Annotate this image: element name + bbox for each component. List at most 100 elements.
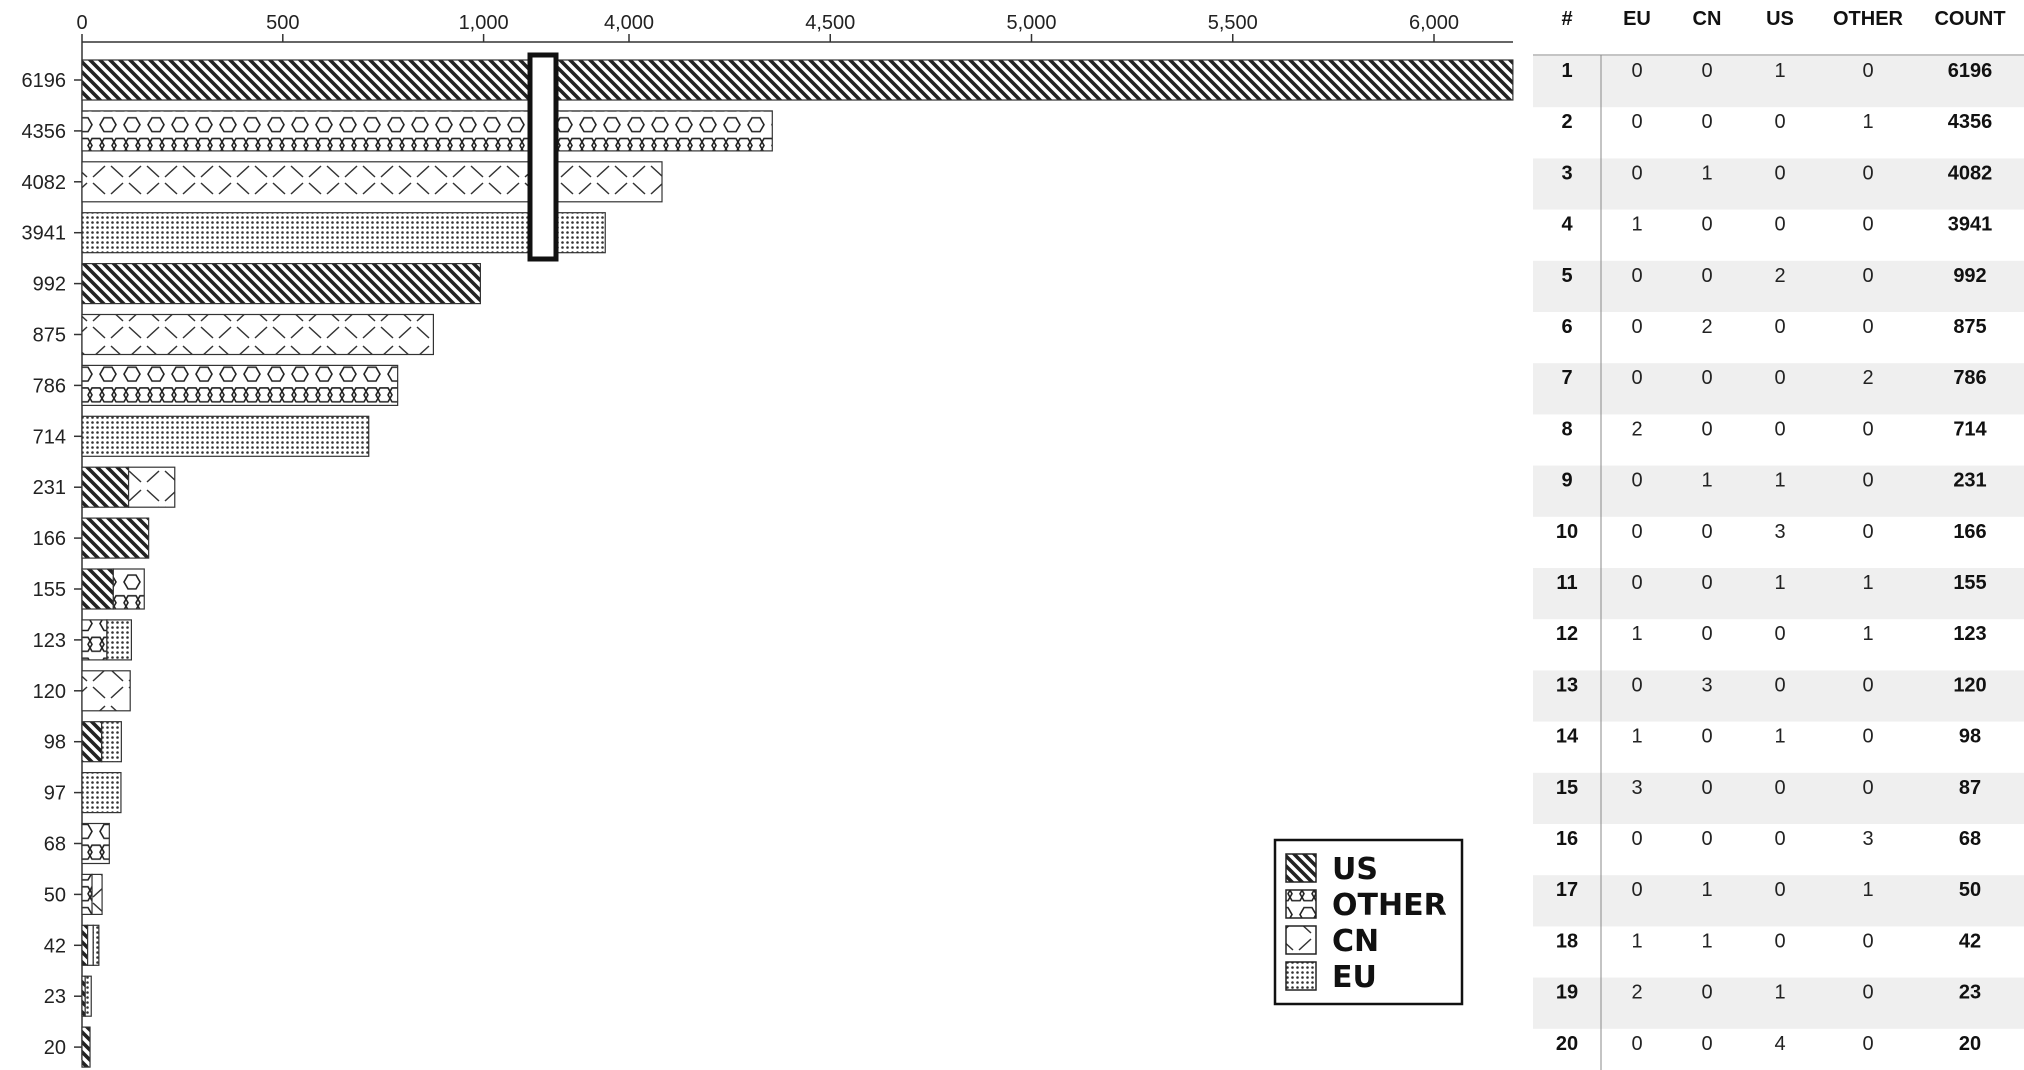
table-cell: 1: [1701, 470, 1712, 492]
table-cell: 0: [1774, 162, 1785, 184]
table-cell: 2: [1701, 316, 1712, 338]
table-cell: 1: [1774, 470, 1785, 492]
table-cell: 0: [1701, 1033, 1712, 1055]
table-cell: 0: [1631, 521, 1642, 543]
table-cell: 1: [1774, 982, 1785, 1004]
table-cell: 87: [1959, 777, 1981, 799]
y-tick-label: 155: [33, 579, 66, 601]
table-cell: 0: [1631, 111, 1642, 133]
bar-segment-us: [81, 568, 114, 610]
table-cell: 17: [1556, 879, 1578, 901]
table-cell: 0: [1774, 777, 1785, 799]
table-header: #: [1561, 8, 1572, 30]
bar-segment-eu: [84, 975, 92, 1017]
table-cell: 98: [1959, 726, 1981, 748]
bar-segment-eu: [106, 619, 132, 661]
table-row-band: [1533, 772, 2024, 824]
table-cell: 0: [1631, 316, 1642, 338]
bar-segment-cn: [81, 161, 663, 203]
table-cell: 0: [1774, 214, 1785, 236]
bar-segment-us: [81, 924, 89, 966]
legend-label: EU: [1332, 960, 1377, 995]
table-cell: 1: [1862, 623, 1873, 645]
bar-segment-other: [81, 619, 108, 661]
table-cell: 20: [1556, 1033, 1578, 1055]
table-header: US: [1766, 8, 1794, 30]
table-cell: 0: [1862, 982, 1873, 1004]
y-tick-label: 98: [44, 732, 66, 754]
table-cell: 10: [1556, 521, 1578, 543]
table-cell: 0: [1774, 674, 1785, 696]
y-tick-label: 4356: [22, 121, 67, 143]
bar-segment-eu: [101, 721, 122, 763]
table-row-band: [1533, 670, 2024, 722]
table-cell: 7: [1561, 367, 1572, 389]
table-cell: 123: [1953, 623, 1986, 645]
bar-segment-us: [81, 263, 481, 305]
table-cell: 166: [1953, 521, 1986, 543]
table-row-band: [1533, 260, 2024, 312]
bar-segment-cn: [91, 873, 103, 916]
table-header: COUNT: [1934, 8, 2005, 30]
table-cell: 0: [1631, 265, 1642, 287]
table-cell: 1: [1701, 930, 1712, 952]
table-cell: 23: [1959, 982, 1981, 1004]
y-tick-label: 166: [33, 528, 66, 550]
bar-segment-us: [81, 466, 130, 508]
y-tick-label: 123: [33, 630, 66, 652]
table-cell: 68: [1959, 828, 1981, 850]
y-tick-label: 68: [44, 834, 66, 856]
table-cell: 0: [1862, 726, 1873, 748]
table-cell: 6: [1561, 316, 1572, 338]
table-cell: 0: [1774, 623, 1785, 645]
table-cell: 0: [1631, 572, 1642, 594]
bar-segment-other: [81, 364, 399, 406]
y-tick-label: 42: [44, 935, 66, 957]
y-tick-label: 714: [33, 426, 66, 448]
table-cell: 3: [1774, 521, 1785, 543]
table-cell: 0: [1774, 316, 1785, 338]
y-tick-label: 4082: [22, 172, 67, 194]
table-cell: 50: [1959, 879, 1981, 901]
table-row-band: [1533, 158, 2024, 210]
table-cell: 0: [1701, 60, 1712, 82]
bar-segment-us: [81, 1026, 91, 1068]
table-cell: 1: [1631, 726, 1642, 748]
y-tick-label: 20: [44, 1037, 66, 1059]
table-cell: 714: [1953, 418, 1987, 440]
table-cell: 9: [1561, 470, 1572, 492]
table-cell: 0: [1701, 367, 1712, 389]
table-cell: 0: [1701, 418, 1712, 440]
bar-segment-eu: [81, 415, 370, 457]
legend-swatch-us: [1285, 853, 1317, 883]
table-row-band: [1533, 977, 2024, 1029]
bar-segment-cn: [81, 670, 131, 712]
table-cell: 231: [1953, 470, 1986, 492]
table-cell: 4: [1774, 1033, 1785, 1055]
table-cell: 0: [1631, 828, 1642, 850]
bar-segment-us: [81, 517, 150, 559]
table-cell: 0: [1862, 214, 1873, 236]
table-cell: 0: [1701, 777, 1712, 799]
table-cell: 0: [1631, 470, 1642, 492]
table-cell: 0: [1774, 111, 1785, 133]
table-cell: 2: [1631, 982, 1642, 1004]
table-cell: 1: [1862, 111, 1873, 133]
table-cell: 0: [1701, 982, 1712, 1004]
table-cell: 8: [1561, 418, 1572, 440]
legend-swatch-cn: [1285, 925, 1317, 955]
bar-segment-eu: [81, 212, 606, 254]
x-tick-label: 500: [266, 12, 299, 34]
table-cell: 19: [1556, 982, 1578, 1004]
x-tick-label: 1,000: [459, 12, 509, 34]
table-cell: 2: [1862, 367, 1873, 389]
table-cell: 0: [1631, 60, 1642, 82]
table-cell: 0: [1862, 316, 1873, 338]
table-row-band: [1533, 363, 2024, 415]
table-cell: 4: [1561, 214, 1573, 236]
y-tick-label: 786: [33, 375, 66, 397]
table-cell: 0: [1774, 879, 1785, 901]
table-cell: 1: [1701, 879, 1712, 901]
table-cell: 0: [1862, 777, 1873, 799]
legend-swatch-other: [1285, 889, 1317, 919]
